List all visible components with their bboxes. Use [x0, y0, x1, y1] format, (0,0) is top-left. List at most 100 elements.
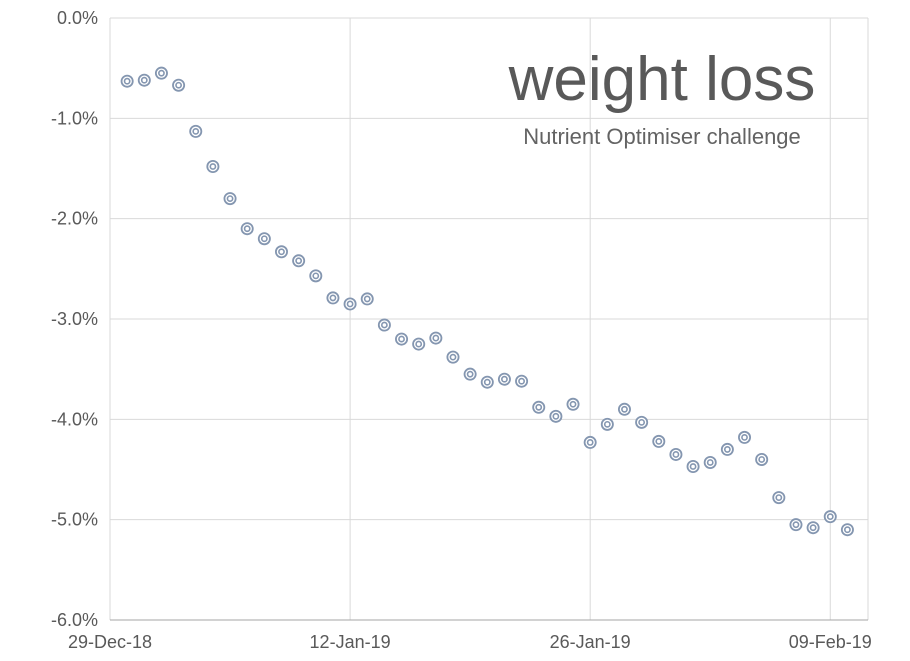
data-point-inner-ring [158, 69, 165, 77]
data-point [652, 434, 666, 448]
data-point [223, 192, 237, 206]
data-point-inner-ring [638, 418, 646, 426]
data-point-inner-ring [415, 340, 423, 348]
data-point-inner-ring [758, 456, 766, 463]
data-point-inner-ring [380, 321, 388, 329]
data-point-inner-ring [449, 353, 457, 361]
data-point-inner-ring [741, 433, 748, 441]
data-point [755, 452, 769, 466]
data-point-inner-ring [655, 438, 663, 445]
data-point-inner-ring [175, 81, 182, 89]
chart-subtitle: Nutrient Optimiser challenge [523, 124, 801, 149]
data-point-inner-ring [363, 295, 371, 303]
data-point-inner-ring [603, 420, 611, 428]
data-point-inner-ring [792, 521, 800, 529]
data-point [463, 367, 477, 381]
y-axis-tick-label: -4.0% [51, 409, 98, 429]
data-point-inner-ring [140, 76, 148, 84]
data-point [274, 245, 288, 259]
data-point-inner-ring [621, 405, 628, 413]
data-point-inner-ring [501, 375, 508, 383]
data-point-inner-ring [398, 335, 405, 343]
data-point-inner-ring [672, 451, 680, 458]
data-point [532, 400, 546, 414]
data-point-inner-ring [192, 127, 200, 135]
data-point-series [120, 66, 854, 537]
data-point [343, 297, 357, 311]
data-point [617, 402, 631, 416]
x-axis-tick-label: 12-Jan-19 [310, 632, 391, 652]
data-point [480, 375, 494, 389]
x-axis-tick-label: 29-Dec-18 [68, 632, 152, 652]
data-point-inner-ring [723, 446, 731, 453]
data-point [206, 159, 220, 173]
data-point [823, 510, 837, 524]
y-axis-tick-label: -3.0% [51, 309, 98, 329]
data-point [154, 66, 168, 80]
y-axis-tick-labels: 0.0% -1.0% -2.0% -3.0% -4.0% -5.0% -6.0% [51, 8, 98, 630]
data-point [137, 73, 151, 87]
data-point-inner-ring [844, 526, 851, 534]
data-point [395, 332, 409, 346]
data-point-inner-ring [809, 524, 817, 532]
data-point-inner-ring [209, 163, 217, 170]
data-point [326, 291, 340, 305]
data-point-inner-ring [586, 439, 594, 446]
data-point-inner-ring [260, 235, 268, 243]
data-point [360, 292, 374, 306]
y-axis-tick-label: -5.0% [51, 510, 98, 530]
data-point-inner-ring [775, 494, 783, 501]
y-axis-tick-label: -2.0% [51, 209, 98, 229]
data-point [549, 409, 563, 423]
data-point-inner-ring [226, 195, 234, 202]
x-axis-tick-label: 09-Feb-19 [789, 632, 872, 652]
data-point [566, 397, 580, 411]
data-point [635, 415, 649, 429]
data-point-inner-ring [483, 378, 491, 386]
data-point-inner-ring [706, 459, 714, 466]
data-point-inner-ring [243, 225, 251, 233]
data-point [377, 318, 391, 332]
data-point-inner-ring [123, 77, 131, 85]
data-point [412, 337, 426, 351]
data-point-inner-ring [278, 248, 285, 256]
data-point [600, 417, 614, 431]
data-point-inner-ring [826, 513, 834, 521]
data-point-inner-ring [312, 272, 320, 280]
x-axis-tick-label: 26-Jan-19 [550, 632, 631, 652]
data-point-inner-ring [518, 377, 525, 385]
data-point [772, 491, 786, 505]
data-point-inner-ring [329, 294, 337, 302]
data-point-inner-ring [569, 400, 577, 408]
data-point [686, 459, 700, 473]
data-point [257, 232, 271, 246]
data-point [429, 331, 443, 345]
data-point [497, 372, 511, 386]
data-point [738, 430, 752, 444]
data-point-inner-ring [689, 463, 697, 470]
data-point [172, 78, 186, 92]
data-point [806, 521, 820, 535]
data-point [120, 74, 134, 88]
data-point [583, 435, 597, 449]
data-point-inner-ring [432, 334, 440, 342]
data-point [189, 124, 203, 138]
y-axis-tick-label: 0.0% [57, 8, 98, 28]
y-axis-tick-label: -6.0% [51, 610, 98, 630]
data-point [789, 518, 803, 532]
data-point [292, 254, 306, 268]
data-point [309, 269, 323, 283]
data-point [515, 374, 529, 388]
data-point-inner-ring [346, 300, 354, 308]
data-point [720, 442, 734, 456]
data-point [446, 350, 460, 364]
x-axis-tick-labels: 29-Dec-18 12-Jan-19 26-Jan-19 09-Feb-19 [68, 632, 872, 652]
data-point [840, 523, 854, 537]
data-point [240, 222, 254, 236]
data-point [669, 447, 683, 461]
data-point-inner-ring [552, 412, 560, 420]
chart-title: weight loss [508, 45, 816, 114]
data-point-inner-ring [535, 403, 543, 411]
